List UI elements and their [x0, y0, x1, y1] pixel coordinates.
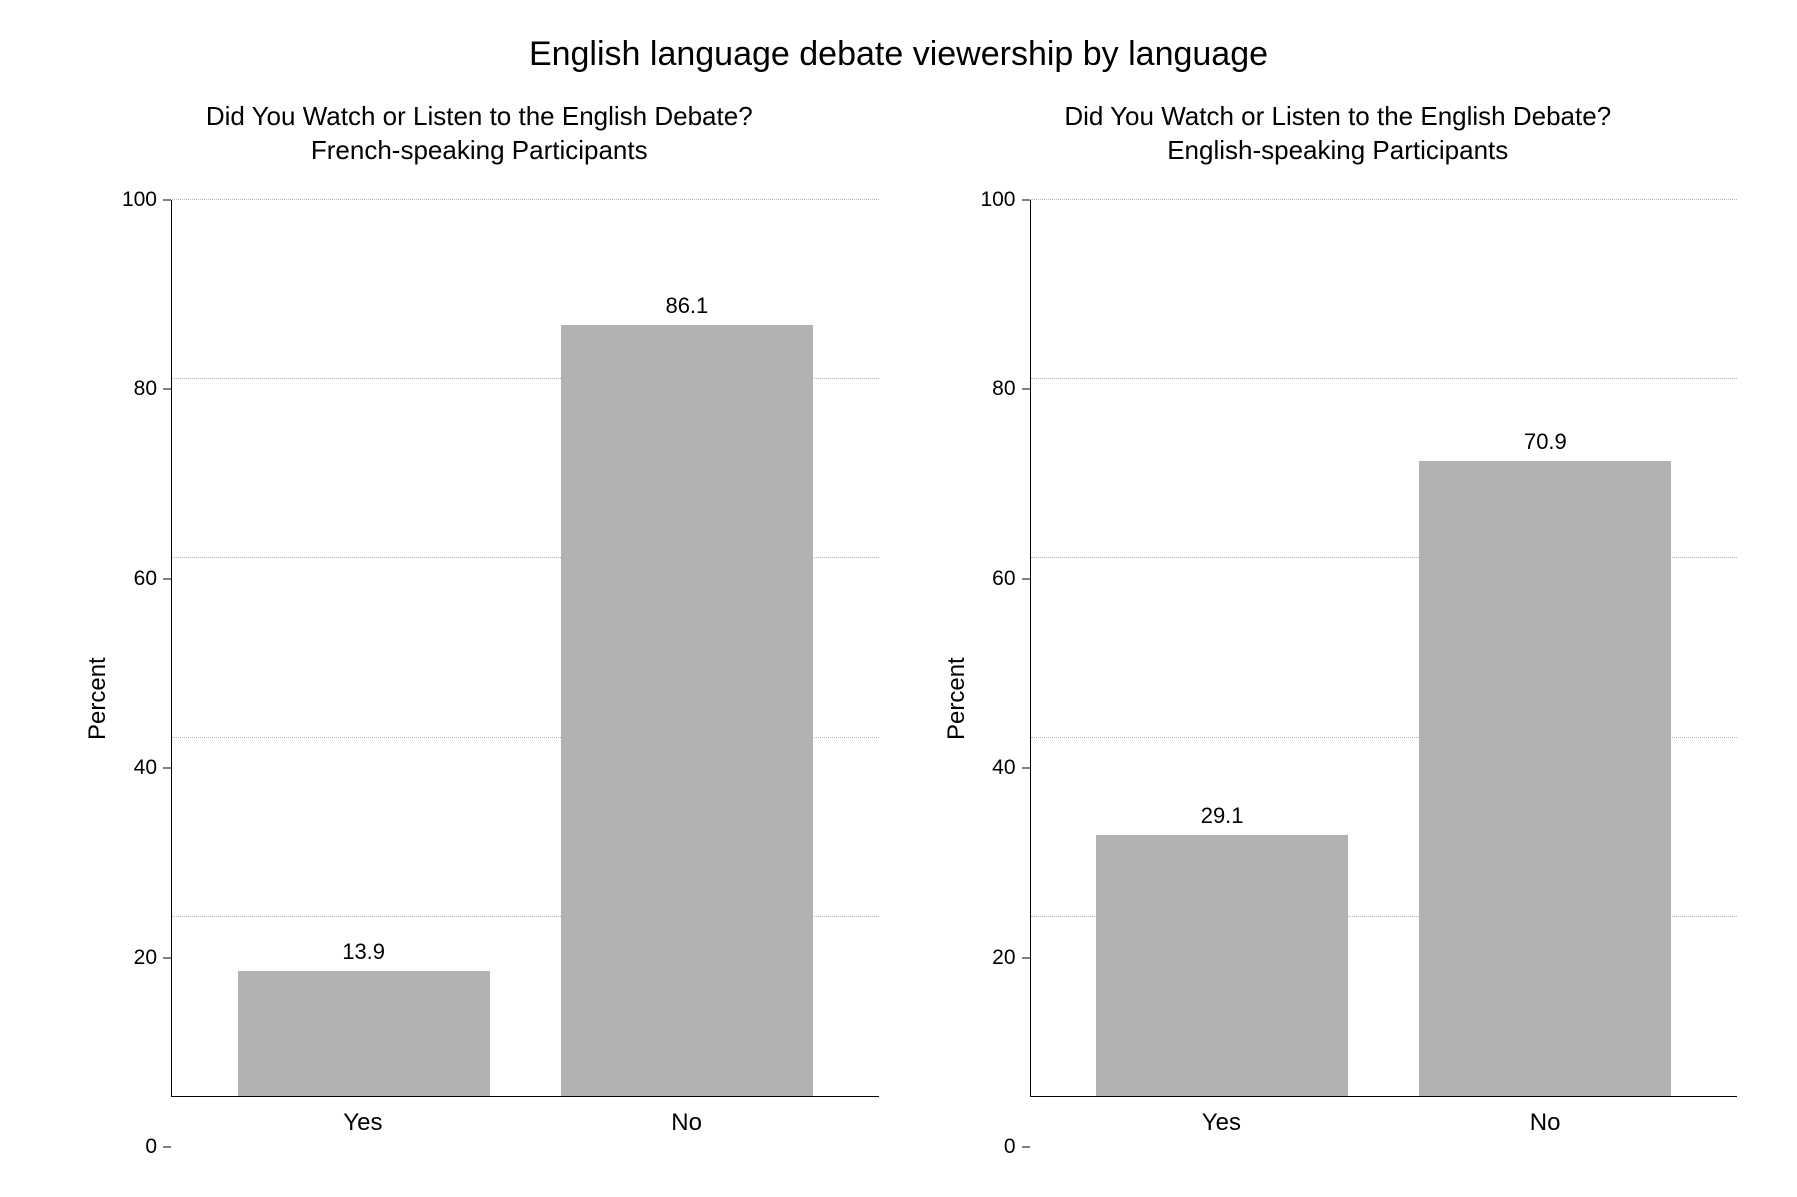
panel-right: Did You Watch or Listen to the English D…	[939, 100, 1738, 1147]
y-tick-mark	[1022, 200, 1030, 201]
bar-slot: 29.1	[1061, 200, 1384, 1096]
subtitle-line2: English-speaking Participants	[1167, 135, 1508, 165]
bar: 13.9	[238, 971, 490, 1096]
x-tick-label: No	[1383, 1097, 1707, 1147]
y-axis: 020406080100	[975, 200, 1030, 1147]
subtitle-line2: French-speaking Participants	[311, 135, 648, 165]
y-tick-label: 100	[980, 188, 1015, 212]
y-tick-label: 60	[992, 567, 1015, 591]
y-tick-mark	[163, 200, 171, 201]
bar-value-label: 70.9	[1419, 429, 1671, 455]
y-tick-label: 20	[992, 946, 1015, 970]
bar-value-label: 86.1	[561, 293, 813, 319]
y-tick-mark	[1022, 768, 1030, 769]
y-tick-label: 80	[134, 377, 157, 401]
x-axis-labels: YesNo	[1030, 1097, 1738, 1147]
y-axis-label: Percent	[80, 200, 116, 1147]
y-tick-label: 40	[134, 756, 157, 780]
y-tick-label: 80	[992, 377, 1015, 401]
panel-subtitle: Did You Watch or Listen to the English D…	[939, 100, 1738, 180]
plot-wrap: Percent 020406080100 13.986.1 YesNo	[80, 200, 879, 1147]
y-tick-mark	[1022, 578, 1030, 579]
plot-area: 13.9 86.1	[171, 200, 879, 1097]
y-tick-mark	[163, 957, 171, 958]
y-tick-mark	[1022, 389, 1030, 390]
y-tick-label: 0	[145, 1135, 157, 1159]
subtitle-line1: Did You Watch or Listen to the English D…	[1064, 101, 1611, 131]
bars-group: 13.9 86.1	[172, 200, 879, 1096]
y-axis-label: Percent	[939, 200, 975, 1147]
y-tick-label: 0	[1004, 1135, 1016, 1159]
y-tick-label: 40	[992, 756, 1015, 780]
panel-left: Did You Watch or Listen to the English D…	[80, 100, 879, 1147]
x-tick-label: Yes	[201, 1097, 525, 1147]
chart-container: English language debate viewership by la…	[0, 0, 1797, 1197]
y-tick-mark	[163, 1147, 171, 1148]
y-tick-mark	[163, 578, 171, 579]
bar: 70.9	[1419, 461, 1671, 1096]
x-axis-labels: YesNo	[171, 1097, 879, 1147]
y-tick-label: 20	[134, 946, 157, 970]
plot-area: 29.1 70.9	[1030, 200, 1738, 1097]
bars-group: 29.1 70.9	[1031, 200, 1738, 1096]
bar-value-label: 29.1	[1096, 803, 1348, 829]
bar-value-label: 13.9	[238, 939, 490, 965]
plot: 29.1 70.9 YesNo	[1030, 200, 1738, 1147]
bar-slot: 70.9	[1384, 200, 1707, 1096]
x-tick-label: No	[525, 1097, 849, 1147]
y-axis: 020406080100	[116, 200, 171, 1147]
plot: 13.9 86.1 YesNo	[171, 200, 879, 1147]
plot-wrap: Percent 020406080100 29.170.9 YesNo	[939, 200, 1738, 1147]
y-tick-label: 60	[134, 567, 157, 591]
panels-row: Did You Watch or Listen to the English D…	[80, 100, 1737, 1147]
panel-subtitle: Did You Watch or Listen to the English D…	[80, 100, 879, 180]
subtitle-line1: Did You Watch or Listen to the English D…	[206, 101, 753, 131]
y-tick-mark	[1022, 957, 1030, 958]
y-tick-mark	[1022, 1147, 1030, 1148]
bar-slot: 86.1	[525, 200, 848, 1096]
x-tick-label: Yes	[1060, 1097, 1384, 1147]
y-tick-label: 100	[122, 188, 157, 212]
bar: 86.1	[561, 325, 813, 1096]
y-tick-mark	[163, 768, 171, 769]
main-title: English language debate viewership by la…	[0, 35, 1797, 74]
bar: 29.1	[1096, 835, 1348, 1096]
y-tick-mark	[163, 389, 171, 390]
bar-slot: 13.9	[202, 200, 525, 1096]
